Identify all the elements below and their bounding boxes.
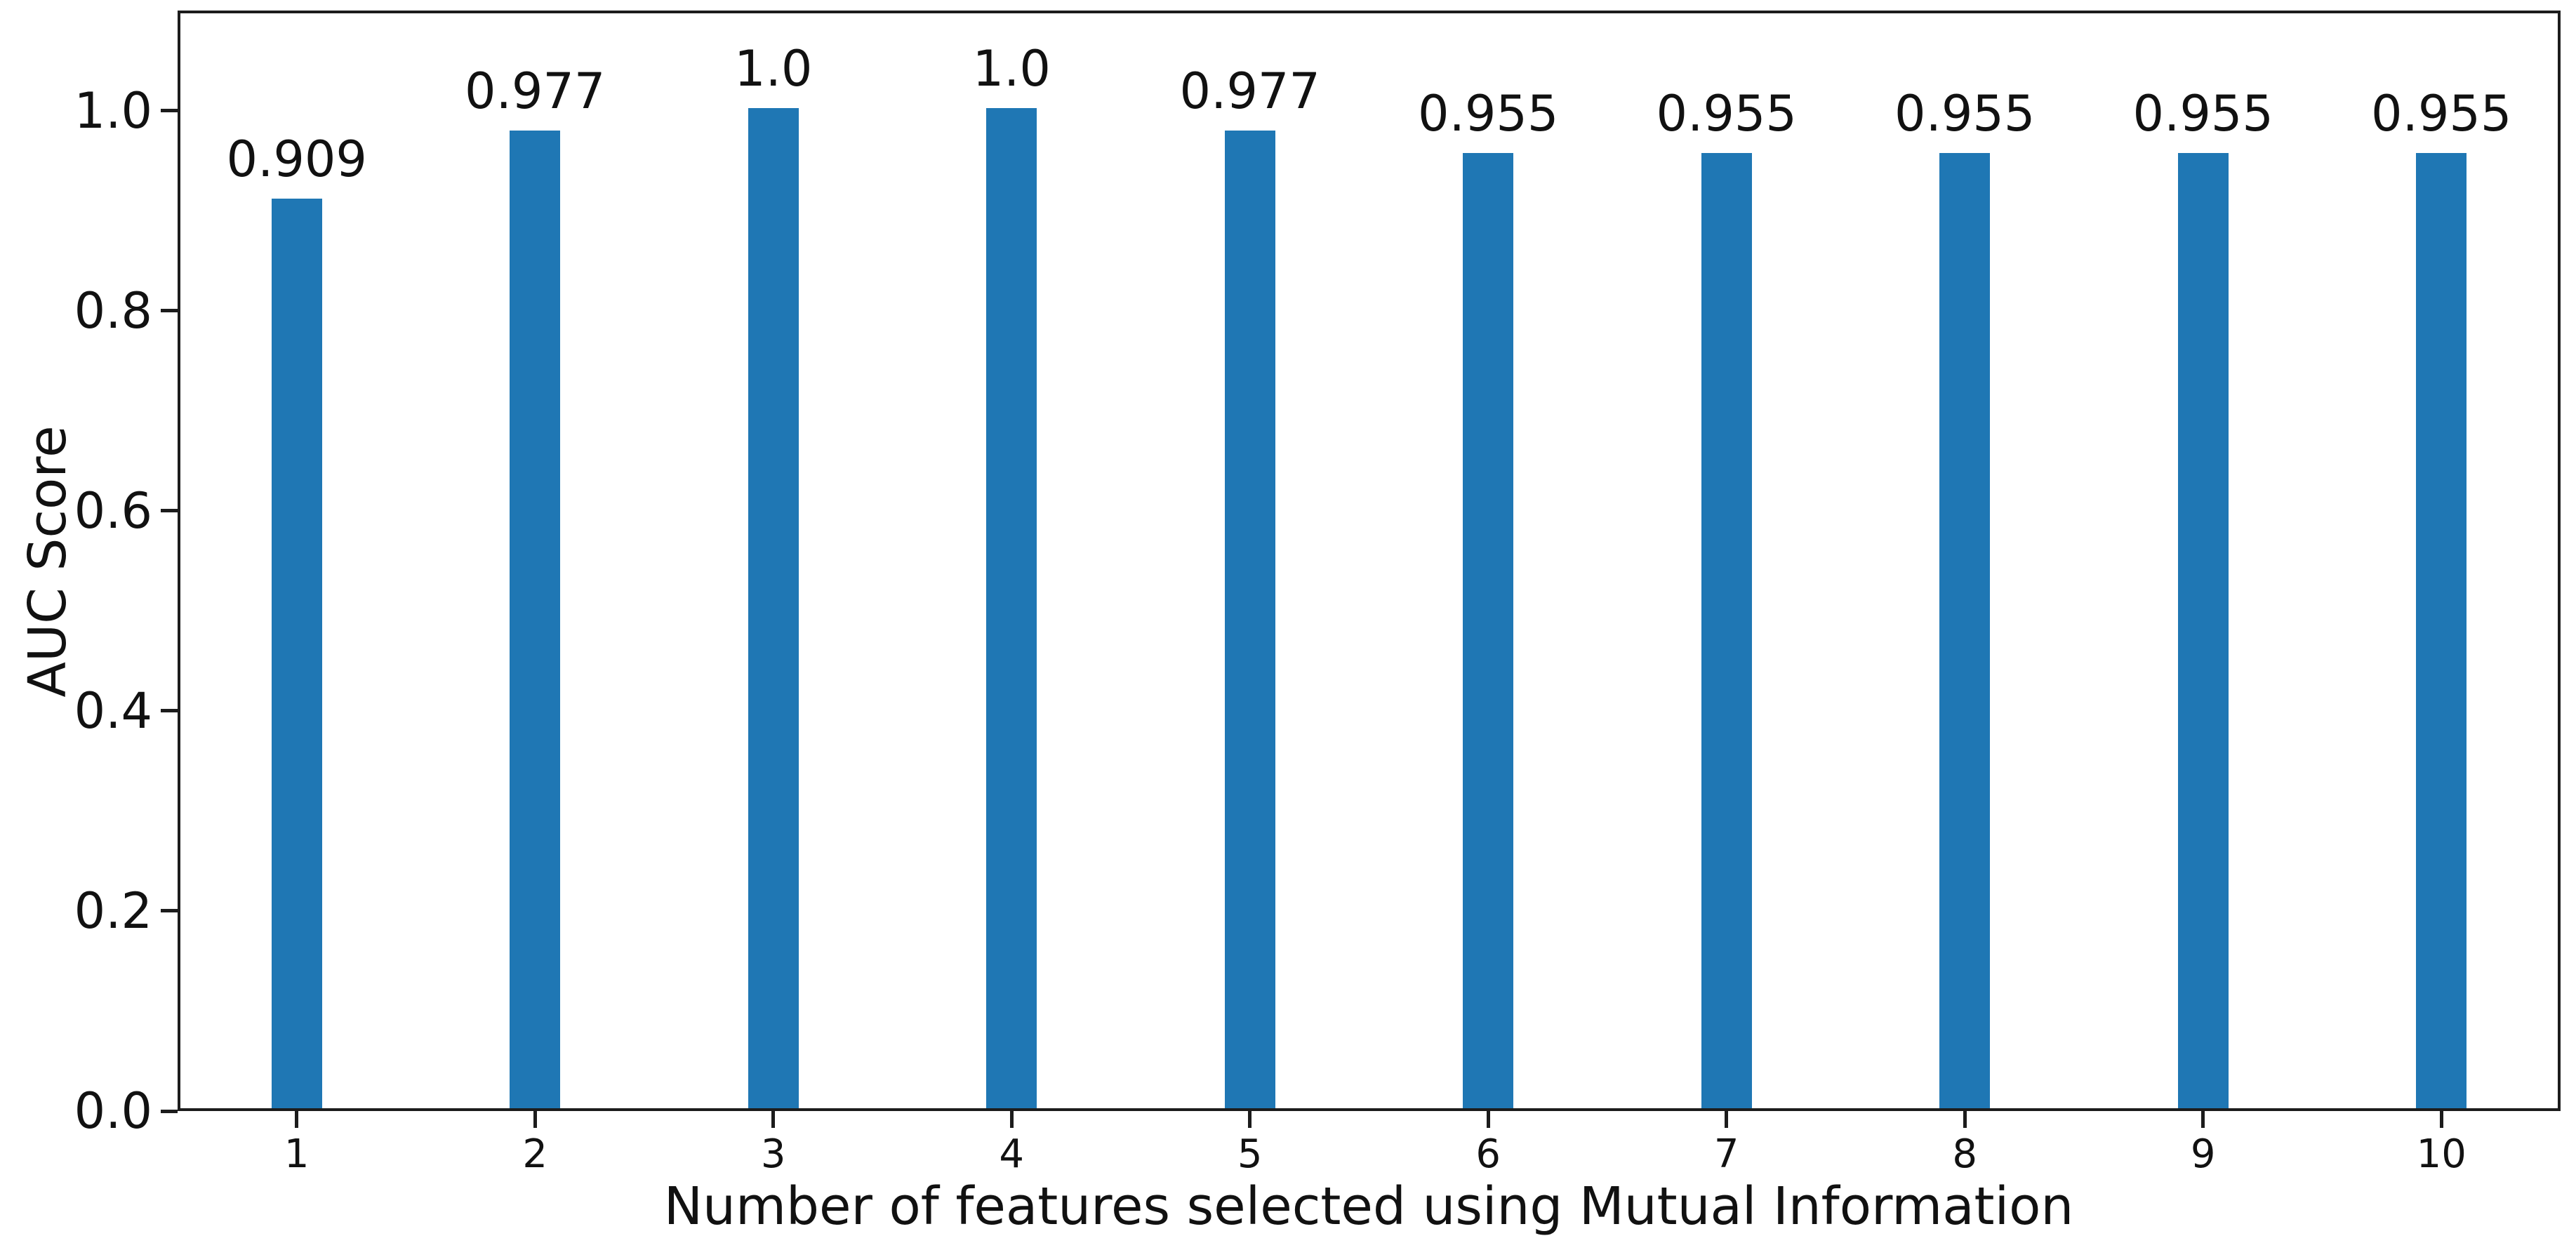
y-tick-label: 0.8 — [74, 281, 152, 340]
x-tick-mark — [2439, 1111, 2443, 1128]
x-tick-label: 9 — [2190, 1131, 2216, 1177]
bar — [1463, 152, 1514, 1108]
bar-value-label: 0.955 — [2371, 84, 2512, 142]
bar — [986, 107, 1037, 1108]
x-tick-mark — [1486, 1111, 1490, 1128]
bar-value-label: 0.955 — [1418, 84, 1559, 142]
x-tick-mark — [2201, 1111, 2205, 1128]
x-tick-label: 7 — [1713, 1131, 1739, 1177]
y-axis-label: AUC Score — [18, 425, 78, 698]
y-tick-label: 1.0 — [74, 81, 152, 140]
bar — [2416, 152, 2467, 1108]
y-tick-mark — [161, 709, 178, 713]
bar-value-label: 0.955 — [1894, 84, 2036, 142]
y-tick-mark — [161, 909, 178, 913]
y-tick-mark — [161, 509, 178, 513]
bar-value-label: 0.977 — [1179, 62, 1320, 121]
bar — [2177, 152, 2229, 1108]
y-tick-mark — [161, 1109, 178, 1113]
y-tick-label: 0.6 — [74, 481, 152, 540]
x-tick-label: 1 — [284, 1131, 310, 1177]
bar — [510, 131, 561, 1108]
x-tick-label: 3 — [760, 1131, 786, 1177]
x-tick-mark — [1248, 1111, 1252, 1128]
bar — [271, 199, 322, 1108]
bar-value-label: 0.955 — [2132, 84, 2273, 142]
x-tick-mark — [1725, 1111, 1729, 1128]
x-tick-mark — [295, 1111, 299, 1128]
bar — [1701, 152, 1752, 1108]
bar — [1224, 131, 1275, 1108]
bar — [748, 107, 799, 1108]
y-tick-mark — [161, 309, 178, 313]
bar-value-label: 0.955 — [1656, 84, 1797, 142]
x-tick-label: 4 — [999, 1131, 1025, 1177]
x-tick-label: 6 — [1475, 1131, 1501, 1177]
x-tick-label: 5 — [1237, 1131, 1263, 1177]
bar-value-label: 1.0 — [734, 39, 813, 98]
x-axis-label: Number of features selected using Mutual… — [663, 1176, 2074, 1237]
x-tick-mark — [771, 1111, 776, 1128]
bar-value-label: 0.909 — [226, 131, 367, 189]
x-tick-label: 2 — [522, 1131, 548, 1177]
x-tick-mark — [1009, 1111, 1014, 1128]
x-tick-label: 10 — [2416, 1131, 2467, 1177]
plot-area — [178, 11, 2561, 1111]
x-tick-label: 8 — [1952, 1131, 1978, 1177]
bar-value-label: 1.0 — [972, 39, 1051, 98]
y-tick-label: 0.4 — [74, 682, 152, 740]
x-tick-mark — [1963, 1111, 1967, 1128]
bar-value-label: 0.977 — [465, 62, 606, 121]
y-tick-label: 0.2 — [74, 882, 152, 940]
y-tick-label: 0.0 — [74, 1082, 152, 1140]
x-tick-mark — [533, 1111, 537, 1128]
y-tick-mark — [161, 109, 178, 113]
bar — [1939, 152, 1991, 1108]
